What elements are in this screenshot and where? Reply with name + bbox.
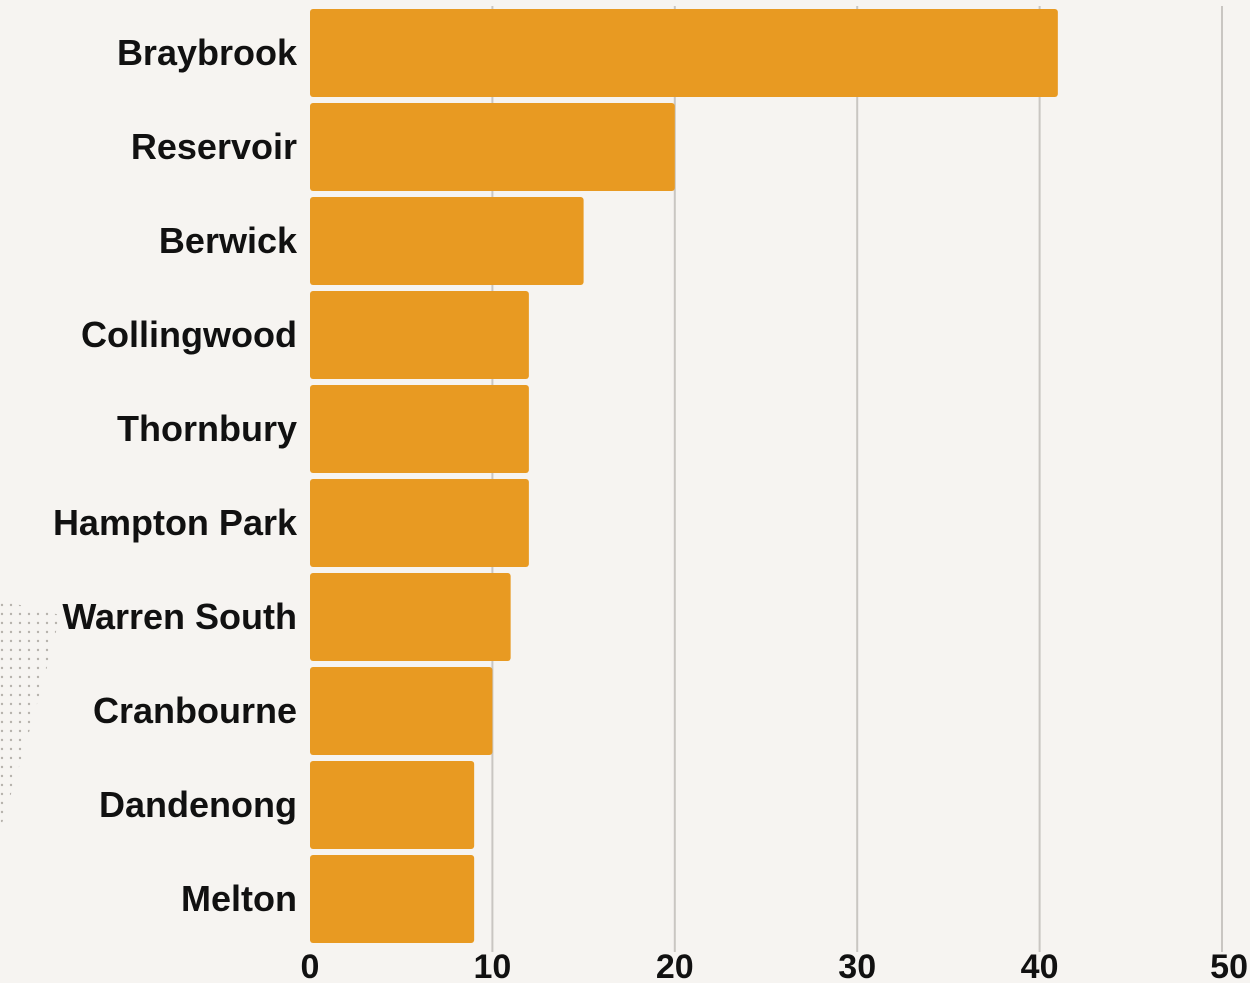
category-label: Cranbourne (93, 690, 297, 731)
category-label: Thornbury (117, 408, 297, 449)
bar-collingwood (310, 291, 529, 379)
category-label: Warren South (62, 596, 297, 637)
bar-thornbury (310, 385, 529, 473)
bar-cranbourne (310, 667, 493, 755)
category-label: Melton (181, 878, 297, 919)
bar-melton (310, 855, 475, 943)
category-label: Braybrook (117, 32, 298, 73)
bar-dandenong (310, 761, 475, 849)
x-tick-label: 40 (1021, 948, 1059, 983)
x-tick-label: 0 (301, 948, 320, 983)
category-label: Dandenong (99, 784, 297, 825)
bar-hampton-park (310, 479, 529, 567)
x-tick-label: 10 (473, 948, 511, 983)
bar-warren-south (310, 573, 511, 661)
bar-reservoir (310, 103, 675, 191)
category-label: Reservoir (131, 126, 297, 167)
bar-braybrook (310, 9, 1058, 97)
x-tick-label: 20 (656, 948, 694, 983)
x-axis-ticks: 0 10 20 30 40 50 (301, 948, 1248, 983)
dotted-decoration (0, 600, 60, 830)
category-label: Hampton Park (53, 502, 298, 543)
x-tick-label: 30 (838, 948, 876, 983)
category-label: Berwick (159, 220, 298, 261)
bars (310, 9, 1058, 943)
category-labels: Braybrook Reservoir Berwick Collingwood Thor… (53, 32, 298, 919)
x-tick-label: 50 (1210, 948, 1248, 983)
category-label: Collingwood (81, 314, 297, 355)
bar-berwick (310, 197, 584, 285)
